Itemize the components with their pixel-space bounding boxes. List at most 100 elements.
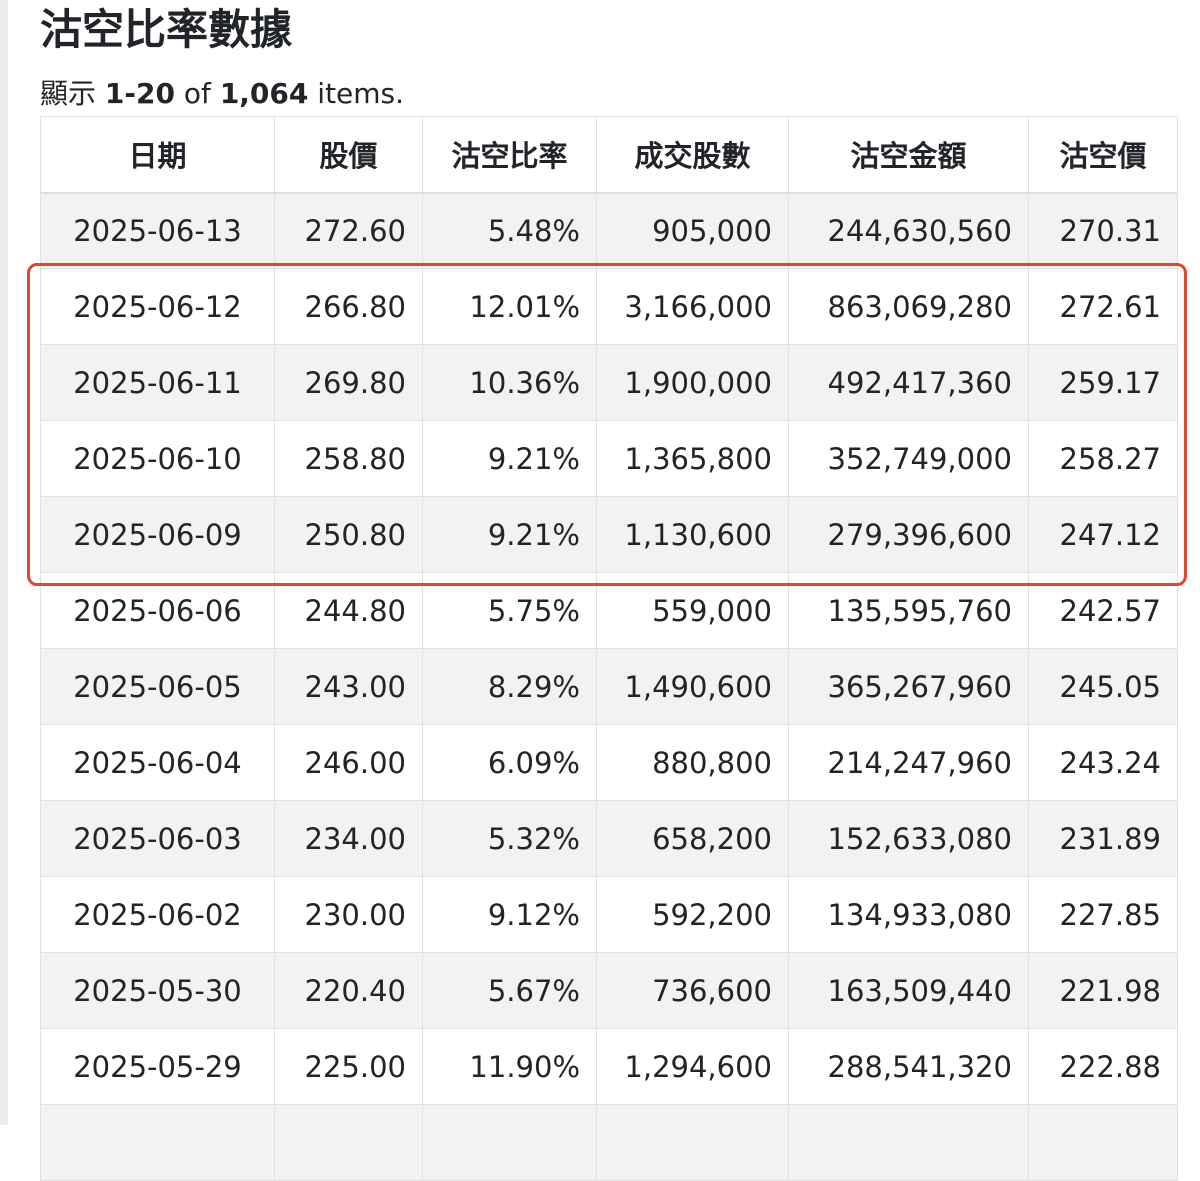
cell-volume: 1,490,600 [596,648,789,725]
cell-price: 230.00 [274,876,423,953]
cell-short-amount: 492,417,360 [788,344,1029,421]
cell-volume [596,1104,789,1181]
cell-short-price: 231.89 [1028,800,1178,877]
cell-date: 2025-06-03 [40,800,275,877]
cell-price: 225.00 [274,1028,423,1105]
cell-short-amount: 134,933,080 [788,876,1029,953]
cell-short-amount: 152,633,080 [788,800,1029,877]
cell-short-amount: 135,595,760 [788,572,1029,649]
table-row: 2025-06-13 272.60 5.48% 905,000 244,630,560 2… [40,192,1178,269]
summary-prefix: 顯示 [40,77,97,110]
cell-price: 258.80 [274,420,423,497]
table-row: 2025-06-03 234.00 5.32% 658,200 152,633,080 2… [40,800,1178,877]
column-header-volume[interactable]: 成交股數 [596,116,789,194]
table-row: 2025-06-12 266.80 12.01% 3,166,000 863,069,2… [40,268,1178,345]
left-edge-bar [0,0,8,1125]
table-header-row: 日期 股價 沽空比率 成交股數 沽空金額 沽空價 [40,116,1178,194]
cell-price: 269.80 [274,344,423,421]
cell-short-amount: 352,749,000 [788,420,1029,497]
column-header-price[interactable]: 股價 [274,116,423,194]
table-row: 2025-05-29 225.00 11.90% 1,294,600 288,541,3… [40,1028,1178,1105]
page-title: 沽空比率數據 [40,5,293,54]
cell-date: 2025-06-11 [40,344,275,421]
cell-short-ratio: 12.01% [422,268,597,345]
cell-short-price: 221.98 [1028,952,1178,1029]
column-header-short-amount[interactable]: 沽空金額 [788,116,1029,194]
summary-of: of [183,77,211,110]
cell-date: 2025-06-09 [40,496,275,573]
table-row: 2025-06-04 246.00 6.09% 880,800 214,247,960 2… [40,724,1178,801]
cell-short-price: 272.61 [1028,268,1178,345]
cell-volume: 736,600 [596,952,789,1029]
cell-short-ratio: 8.29% [422,648,597,725]
cell-volume: 592,200 [596,876,789,953]
table-row: 2025-05-30 220.40 5.67% 736,600 163,509,440 2… [40,952,1178,1029]
cell-volume: 658,200 [596,800,789,877]
cell-date: 2025-05-29 [40,1028,275,1105]
cell-short-price: 247.12 [1028,496,1178,573]
cell-volume: 1,365,800 [596,420,789,497]
cell-short-price: 258.27 [1028,420,1178,497]
cell-volume: 3,166,000 [596,268,789,345]
cell-short-ratio: 5.67% [422,952,597,1029]
cell-short-price: 259.17 [1028,344,1178,421]
cell-short-ratio: 9.21% [422,420,597,497]
cell-price: 220.40 [274,952,423,1029]
cell-volume: 1,130,600 [596,496,789,573]
cell-short-amount: 365,267,960 [788,648,1029,725]
short-selling-table: 日期 股價 沽空比率 成交股數 沽空金額 沽空價 2025-06-13 272.6… [40,116,1178,1181]
cell-price: 243.00 [274,648,423,725]
cell-short-ratio: 5.48% [422,192,597,269]
cell-date: 2025-06-12 [40,268,275,345]
summary-total: 1,064 [219,77,309,110]
cell-short-amount: 279,396,600 [788,496,1029,573]
cell-date: 2025-06-06 [40,572,275,649]
table-row: 2025-06-06 244.80 5.75% 559,000 135,595,760 2… [40,572,1178,649]
column-header-short-ratio[interactable]: 沽空比率 [422,116,597,194]
table-row: 2025-06-11 269.80 10.36% 1,900,000 492,417,3… [40,344,1178,421]
table-row: 2025-06-09 250.80 9.21% 1,130,600 279,396,60… [40,496,1178,573]
cell-short-amount: 244,630,560 [788,192,1029,269]
table-row: 2025-06-05 243.00 8.29% 1,490,600 365,267,96… [40,648,1178,725]
cell-date: 2025-06-13 [40,192,275,269]
cell-short-price: 222.88 [1028,1028,1178,1105]
cell-price: 246.00 [274,724,423,801]
cell-short-amount: 214,247,960 [788,724,1029,801]
cell-short-ratio [422,1104,597,1181]
cell-volume: 1,294,600 [596,1028,789,1105]
cell-date: 2025-06-04 [40,724,275,801]
cell-short-ratio: 5.75% [422,572,597,649]
cell-volume: 1,900,000 [596,344,789,421]
summary-range: 1-20 [104,77,175,110]
cell-short-price: 227.85 [1028,876,1178,953]
table-row: 2025-06-10 258.80 9.21% 1,365,800 352,749,00… [40,420,1178,497]
cell-short-price: 243.24 [1028,724,1178,801]
cell-volume: 559,000 [596,572,789,649]
cell-short-amount [788,1104,1029,1181]
cell-date: 2025-06-05 [40,648,275,725]
cell-volume: 905,000 [596,192,789,269]
column-header-date[interactable]: 日期 [40,116,275,194]
cell-price: 244.80 [274,572,423,649]
summary-suffix: items. [317,77,405,110]
cell-date: 2025-05-30 [40,952,275,1029]
column-header-short-price[interactable]: 沽空價 [1028,116,1178,194]
cell-short-price [1028,1104,1178,1181]
cell-short-ratio: 9.21% [422,496,597,573]
cell-short-ratio: 9.12% [422,876,597,953]
cell-date: 2025-06-10 [40,420,275,497]
table-row: 2025-06-02 230.00 9.12% 592,200 134,933,080 2… [40,876,1178,953]
cell-short-amount: 288,541,320 [788,1028,1029,1105]
cell-short-price: 242.57 [1028,572,1178,649]
cell-volume: 880,800 [596,724,789,801]
table-row [40,1104,1178,1181]
cell-short-price: 270.31 [1028,192,1178,269]
cell-date [40,1104,275,1181]
cell-short-amount: 863,069,280 [788,268,1029,345]
table-body: 2025-06-13 272.60 5.48% 905,000 244,630,560 2… [40,192,1178,1181]
cell-price [274,1104,423,1181]
cell-short-ratio: 11.90% [422,1028,597,1105]
cell-short-ratio: 6.09% [422,724,597,801]
cell-price: 234.00 [274,800,423,877]
cell-price: 266.80 [274,268,423,345]
